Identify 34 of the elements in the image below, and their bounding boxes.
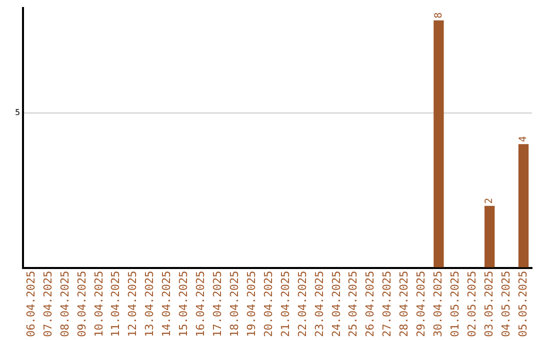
data-label: 2 [484,198,496,204]
x-tick-label: 01.05.2025 [448,270,462,338]
data-label: 8 [433,12,444,18]
x-tick-label: 08.04.2025 [58,270,72,338]
x-tick-label: 10.04.2025 [92,270,106,338]
x-tick-label: 03.05.2025 [482,270,496,338]
x-tick-label: 05.05.2025 [516,270,530,338]
x-tick-label: 11.04.2025 [109,270,122,338]
x-tick-label: 02.05.2025 [465,270,478,338]
x-tick-label: 06.04.2025 [24,270,38,338]
x-tick-label: 18.04.2025 [228,270,241,338]
x-tick-label: 14.04.2025 [160,270,174,338]
x-tick-label: 15.04.2025 [177,270,190,338]
x-tick-label: 23.04.2025 [312,270,326,338]
x-tick-label: 16.04.2025 [194,270,208,338]
x-tick-label: 20.04.2025 [262,270,275,338]
x-tick-label: 04.05.2025 [499,270,512,338]
x-tick-label: 07.04.2025 [41,270,54,338]
x-tick-label: 27.04.2025 [380,270,394,338]
x-tick-label: 26.04.2025 [364,270,377,338]
data-label: 4 [518,136,530,142]
x-tick-label: 17.04.2025 [211,270,224,338]
x-tick-label: 09.04.2025 [75,270,88,338]
y-tick-label: 5 [14,108,20,118]
x-tick-label: 19.04.2025 [244,270,258,338]
x-tick-label: 28.04.2025 [398,270,411,338]
x-tick-label: 21.04.2025 [278,270,292,338]
x-tick-label: 24.04.2025 [330,270,343,338]
x-tick-label: 25.04.2025 [346,270,360,338]
x-tick-label: 13.04.2025 [143,270,156,338]
x-tick-label: 12.04.2025 [126,270,140,338]
x-tick-label: 30.04.2025 [432,270,445,338]
x-tick-label: 22.04.2025 [296,270,309,338]
x-tick-label: 29.04.2025 [414,270,428,338]
